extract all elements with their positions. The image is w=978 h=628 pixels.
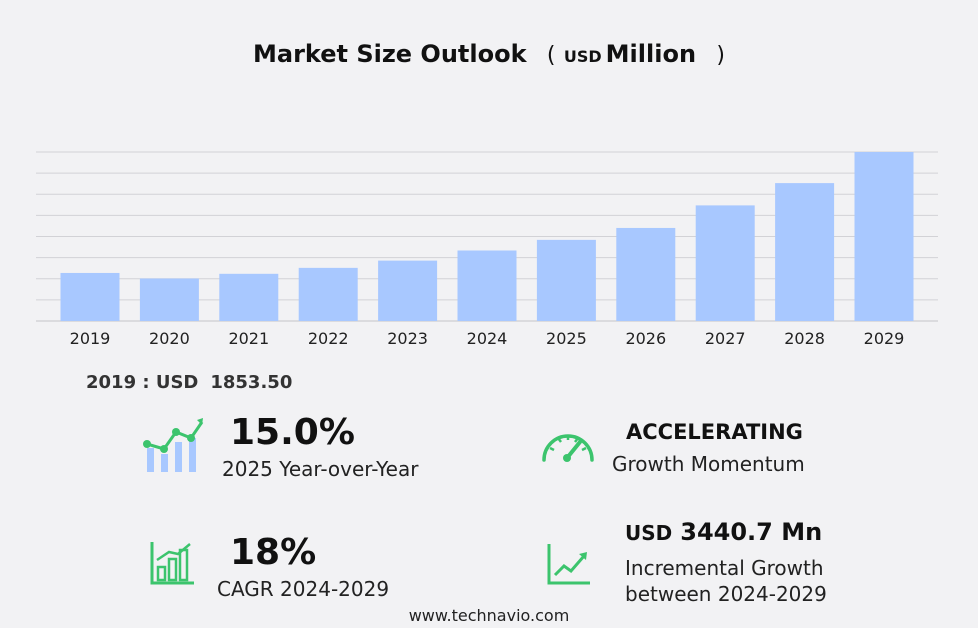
yoy-value: 15.0% <box>230 412 355 453</box>
x-tick-label-2019: 2019 <box>70 329 111 348</box>
cagr-label: CAGR 2024-2029 <box>217 577 390 601</box>
chart-title-main: Market Size Outlook <box>252 40 527 68</box>
incremental-value: USD 3440.7 Mn <box>625 518 822 546</box>
cagr-value: 18% <box>230 532 317 573</box>
chart-title-unit-scale: Million <box>605 40 697 68</box>
x-tick-label-2020: 2020 <box>149 329 190 348</box>
bar-growth-icon <box>148 540 196 586</box>
x-tick-label-2025: 2025 <box>546 329 587 348</box>
chart-bars <box>60 152 914 321</box>
incremental-currency: USD <box>625 521 673 545</box>
x-tick-label-2024: 2024 <box>467 329 508 348</box>
base-year-value: 1853.50 <box>210 372 293 393</box>
x-tick-label-2023: 2023 <box>387 329 428 348</box>
bar-2022 <box>298 267 358 321</box>
bar-2019 <box>60 272 120 321</box>
incremental-label-line2: between 2024-2029 <box>625 582 827 606</box>
x-tick-label-2026: 2026 <box>625 329 666 348</box>
momentum-label: Growth Momentum <box>612 452 805 476</box>
x-tick-label-2021: 2021 <box>228 329 269 348</box>
incremental-label-line1: Incremental Growth <box>625 556 824 580</box>
x-tick-label-2029: 2029 <box>864 329 905 348</box>
chart-title-unit-currency: USD <box>563 47 602 66</box>
base-year-note: 2019 : USD 1853.50 <box>86 372 292 393</box>
bar-2025 <box>536 239 596 321</box>
bar-2027 <box>695 205 755 321</box>
bar-2028 <box>775 183 835 321</box>
bar-2024 <box>457 250 517 321</box>
x-tick-label-2028: 2028 <box>784 329 825 348</box>
line-growth-icon <box>546 542 592 586</box>
trend-bars-icon <box>142 416 204 474</box>
bar-2026 <box>616 227 676 321</box>
base-year-label: 2019 : USD <box>86 372 199 393</box>
incremental-amount: 3440.7 Mn <box>680 518 823 546</box>
speedometer-icon <box>540 426 596 464</box>
chart-title-close-paren: ) <box>716 43 725 68</box>
x-tick-label-2022: 2022 <box>308 329 349 348</box>
chart-title: Market Size Outlook ( USD Million ) <box>0 40 978 68</box>
chart-title-open-paren: ( <box>546 43 556 68</box>
momentum-title: ACCELERATING <box>626 420 803 444</box>
bar-2021 <box>219 273 279 321</box>
bar-2023 <box>378 260 438 321</box>
market-size-bar-chart: 2019 2020 2021 2022 2023 2024 2025 2026 2027 2028… <box>36 151 938 348</box>
bar-2020 <box>139 278 199 321</box>
chart-x-ticks: 2019 2020 2021 2022 2023 2024 2025 2026 2027 2028… <box>70 329 905 348</box>
yoy-label: 2025 Year-over-Year <box>222 457 419 481</box>
bar-2029 <box>854 152 914 321</box>
footer-source: www.technavio.com <box>408 606 570 625</box>
x-tick-label-2027: 2027 <box>705 329 746 348</box>
